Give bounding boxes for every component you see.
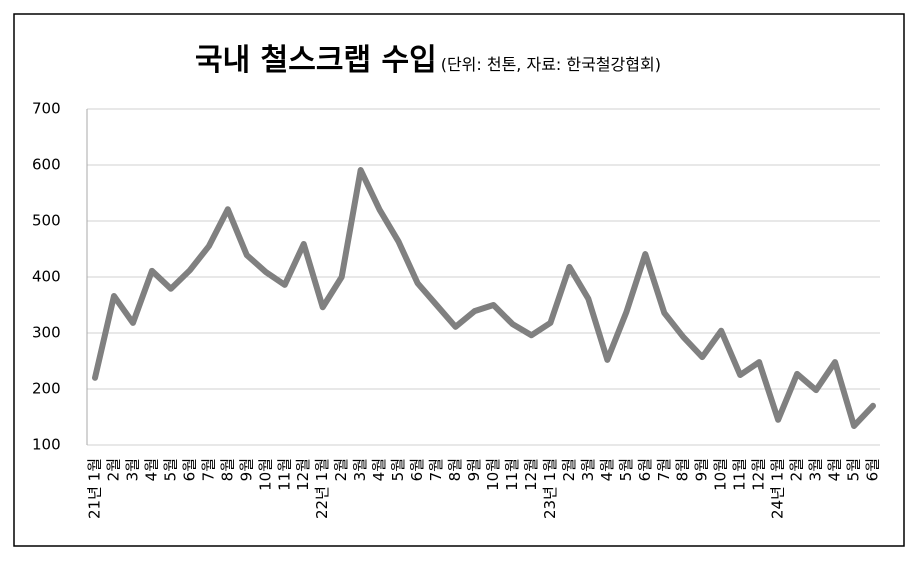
x-tick-label: 4월 [826,458,844,481]
x-tick-label: 9월 [237,458,255,481]
x-tick-label: 10월 [256,458,274,491]
x-tick-label: 12월 [294,458,312,491]
x-tick-label: 10월 [712,458,730,491]
x-tick-label: 3월 [351,458,369,481]
x-tick-label: 11월 [503,458,521,491]
y-tick-label: 100 [32,436,61,454]
x-tick-label: 22년 1월 [313,458,331,519]
x-tick-label: 3월 [123,458,141,481]
x-tick-label: 2월 [560,458,578,481]
x-tick-label: 3월 [807,458,825,481]
data-line [92,167,876,429]
x-tick-label: 3월 [579,458,597,481]
x-tick-label: 11월 [275,458,293,491]
x-tick-label: 5월 [617,458,635,481]
x-tick-label: 6월 [636,458,654,481]
x-tick-label: 11월 [731,458,749,491]
x-tick-label: 5월 [389,458,407,481]
x-tick-label: 4월 [370,458,388,481]
x-tick-label: 2월 [104,458,122,481]
x-tick-label: 24년 1월 [769,458,787,519]
x-tick-label: 5월 [845,458,863,481]
chart-title: 국내 철스크랩 수입 [195,43,437,78]
y-tick-label: 600 [32,156,61,174]
x-tick-label: 21년 1월 [86,458,104,519]
y-tick-label: 200 [32,380,61,398]
x-tick-label: 7월 [427,458,445,481]
x-tick-label: 4월 [598,458,616,481]
x-tick-label: 7월 [199,458,217,481]
title-group: 국내 철스크랩 수입 (단위: 천톤, 자료: 한국철강협회) [195,43,661,78]
x-tick-label: 8월 [674,458,692,481]
x-tick-label: 2월 [332,458,350,481]
x-tick-label: 9월 [693,458,711,481]
y-tick-label: 400 [32,268,61,286]
x-tick-label: 2월 [788,458,806,481]
x-tick-label: 5월 [161,458,179,481]
x-tick-label: 12월 [522,458,540,491]
y-tick-label: 500 [32,212,61,230]
x-tick-label: 6월 [864,458,882,481]
x-tick-label: 6월 [408,458,426,481]
x-tick-label: 9월 [465,458,483,481]
x-tick-label: 6월 [180,458,198,481]
x-tick-label: 7월 [655,458,673,481]
x-tick-label: 10월 [484,458,502,491]
chart-subtitle: (단위: 천톤, 자료: 한국철강협회) [441,55,661,74]
x-tick-label: 4월 [142,458,160,481]
y-tick-label: 700 [32,100,61,118]
y-tick-label: 300 [32,324,61,342]
x-tick-label: 23년 1월 [541,458,559,519]
x-tick-label: 8월 [446,458,464,481]
x-tick-label: 12월 [750,458,768,491]
x-tick-label: 8월 [218,458,236,481]
